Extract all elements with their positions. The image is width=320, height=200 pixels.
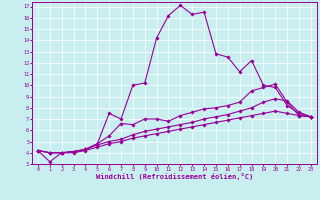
X-axis label: Windchill (Refroidissement éolien,°C): Windchill (Refroidissement éolien,°C) — [96, 173, 253, 180]
